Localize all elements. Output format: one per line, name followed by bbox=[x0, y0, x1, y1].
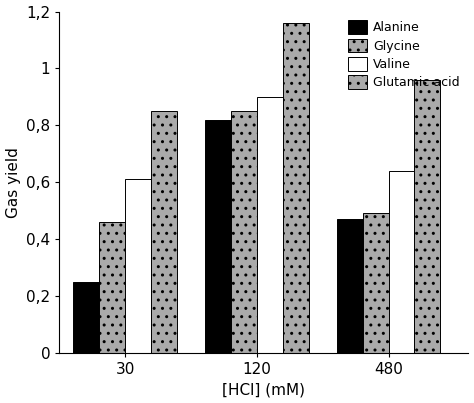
Legend: Alanine, Glycine, Valine, Glutamic acid: Alanine, Glycine, Valine, Glutamic acid bbox=[346, 18, 462, 92]
Bar bbox=[125, 179, 151, 353]
Bar bbox=[337, 219, 363, 353]
Bar bbox=[414, 80, 440, 353]
Bar bbox=[389, 171, 414, 353]
Bar bbox=[151, 111, 177, 353]
Bar bbox=[283, 23, 309, 353]
Bar bbox=[73, 282, 100, 353]
Bar bbox=[100, 222, 125, 353]
Bar bbox=[363, 214, 389, 353]
Bar bbox=[231, 111, 257, 353]
Y-axis label: Gas yield: Gas yield bbox=[6, 147, 20, 218]
Bar bbox=[205, 120, 231, 353]
Bar bbox=[257, 97, 283, 353]
X-axis label: [HCl] (mM): [HCl] (mM) bbox=[222, 382, 305, 397]
